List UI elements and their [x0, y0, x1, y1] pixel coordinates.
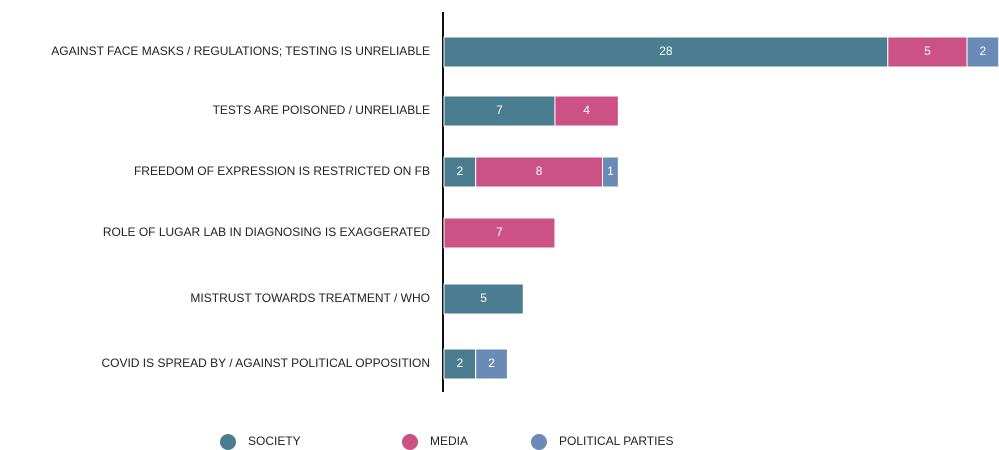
bar-segment — [554, 95, 619, 127]
bar-segment — [966, 36, 999, 68]
data-label: 1 — [607, 164, 614, 178]
category-label: MISTRUST TOWARDS TREATMENT / WHO — [190, 291, 430, 305]
bar-segment — [443, 348, 477, 380]
bar-segment — [602, 156, 619, 188]
data-label: 5 — [480, 291, 487, 305]
category-label: FREEDOM OF EXPRESSION IS RESTRICTED ON F… — [134, 164, 430, 178]
category-label: ROLE OF LUGAR LAB IN DIAGNOSING IS EXAGG… — [103, 225, 431, 239]
data-label: 5 — [924, 44, 931, 58]
bar-segment — [475, 348, 508, 380]
bar-segment — [887, 36, 968, 68]
data-label: 4 — [583, 103, 590, 117]
data-label: 8 — [536, 164, 543, 178]
data-label: 2 — [980, 44, 987, 58]
data-label: 2 — [488, 356, 495, 370]
legend-label: MEDIA — [430, 434, 468, 448]
data-label: 2 — [457, 356, 464, 370]
data-label: 2 — [457, 164, 464, 178]
data-label: 28 — [659, 44, 673, 58]
legend-swatch — [531, 434, 547, 450]
bar-segment — [443, 283, 524, 315]
category-label: TESTS ARE POISONED / UNRELIABLE — [213, 103, 430, 117]
data-label: 7 — [496, 225, 503, 239]
legend-label: SOCIETY — [248, 434, 301, 448]
category-label: COVID IS SPREAD BY / AGAINST POLITICAL O… — [101, 356, 430, 370]
category-label: AGAINST FACE MASKS / REGULATIONS; TESTIN… — [51, 44, 430, 58]
data-label: 7 — [496, 103, 503, 117]
legend-swatch — [402, 434, 418, 450]
bar-segment — [443, 217, 556, 249]
legend-label: POLITICAL PARTIES — [559, 434, 673, 448]
legend-swatch — [220, 434, 236, 450]
